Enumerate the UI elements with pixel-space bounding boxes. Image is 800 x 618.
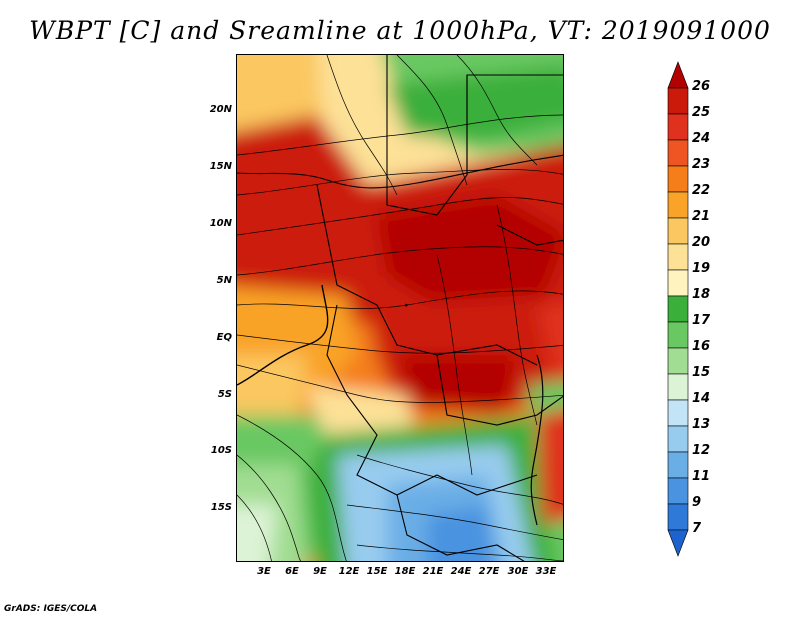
colorbar-label: 9 [692, 495, 702, 510]
colorbar-segment [667, 503, 689, 531]
colorbar-label: 26 [692, 79, 711, 94]
colorbar-segment [667, 451, 689, 479]
colorbar-label: 22 [692, 183, 711, 198]
colorbar-segment [667, 321, 689, 349]
lon-label: 24E [450, 566, 472, 577]
colorbar-label: 18 [692, 287, 711, 302]
colorbar-segment [667, 139, 689, 167]
lat-label: 5S [217, 389, 232, 400]
lon-label: 3E [257, 566, 271, 577]
chart-title: WBPT [C] and Sreamline at 1000hPa, VT: 2… [29, 16, 771, 45]
lat-label: EQ [216, 332, 232, 343]
colorbar-label: 21 [692, 209, 711, 224]
colorbar-segment [667, 295, 689, 323]
streamlines [237, 55, 563, 561]
colorbar [667, 61, 689, 557]
lon-label: 12E [338, 566, 360, 577]
colorbar-label: 14 [692, 391, 711, 406]
lat-label: 15N [209, 161, 232, 172]
colorbar-segment [667, 399, 689, 427]
colorbar-segment [667, 529, 689, 557]
colorbar-segment [667, 373, 689, 401]
credit-text: GrADS: IGES/COLA [4, 604, 98, 614]
lon-label: 18E [394, 566, 416, 577]
colorbar-label: 12 [692, 443, 711, 458]
colorbar-label: 7 [692, 521, 702, 536]
colorbar-label: 24 [692, 131, 711, 146]
lat-label: 5N [216, 275, 232, 286]
lake-shore [530, 354, 544, 526]
lon-label: 15E [366, 566, 388, 577]
lon-label: 33E [535, 566, 557, 577]
colorbar-label: 19 [692, 261, 711, 276]
coastline [237, 284, 329, 386]
colorbar-segment [667, 113, 689, 141]
lat-label: 15S [210, 502, 232, 513]
lon-label: 30E [507, 566, 529, 577]
colorbar-segment [667, 347, 689, 375]
lat-label: 20N [209, 104, 232, 115]
lon-label: 27E [478, 566, 500, 577]
colorbar-segment [667, 165, 689, 193]
colorbar-segment [667, 269, 689, 297]
colorbar-label: 20 [692, 235, 711, 250]
colorbar-label: 13 [692, 417, 711, 432]
colorbar-segment [667, 191, 689, 219]
lat-label: 10N [209, 218, 232, 229]
colorbar-segment [667, 87, 689, 115]
colorbar-segment [667, 217, 689, 245]
colorbar-label: 16 [692, 339, 711, 354]
colorbar-label: 11 [692, 469, 711, 484]
lon-label: 21E [422, 566, 444, 577]
map-panel [236, 54, 564, 562]
colorbar-segment [667, 425, 689, 453]
lon-label: 9E [313, 566, 327, 577]
map-field [237, 55, 563, 561]
colorbar-segment [667, 243, 689, 271]
country-borders [237, 55, 563, 561]
colorbar-segment [667, 61, 689, 89]
colorbar-label: 25 [692, 105, 711, 120]
colorbar-segment [667, 477, 689, 505]
colorbar-label: 17 [692, 313, 711, 328]
lon-label: 6E [285, 566, 299, 577]
lat-label: 10S [210, 445, 232, 456]
colorbar-label: 15 [692, 365, 711, 380]
colorbar-label: 23 [692, 157, 711, 172]
